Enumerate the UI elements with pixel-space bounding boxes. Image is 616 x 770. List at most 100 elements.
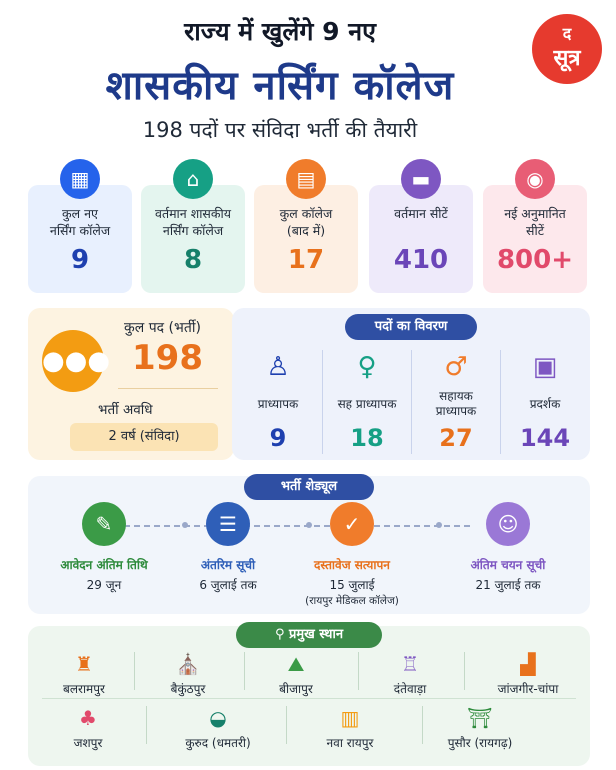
presenter-icon: ▣	[532, 352, 558, 382]
palace-icon: ♖	[401, 652, 419, 676]
recruitment-summary: ●●● कुल पद (भर्ती) 198 भर्ती अवधि 2 वर्ष…	[28, 308, 234, 460]
divider	[146, 706, 147, 744]
post-details: पदों का विवरण ♙ प्राध्यापक 9 ♀ सह प्राध्…	[232, 308, 590, 460]
timeline-dot	[436, 522, 442, 528]
stat-label: कुल कॉलेज (बाद में)	[279, 206, 333, 238]
post-assistant-professor: ♂ सहायक प्राध्यापक 27	[412, 350, 500, 456]
college-building-icon: ▤	[286, 159, 326, 199]
stat-card-new-colleges: ▦ कुल नए नर्सिंग कॉलेज 9	[28, 159, 132, 293]
divider	[286, 706, 287, 744]
stat-value: 8	[183, 245, 203, 275]
total-posts-label: कुल पद (भर्ती)	[124, 320, 201, 336]
duration-label: भर्ती अवधि	[98, 402, 153, 418]
user-check-icon: ☺	[486, 502, 530, 546]
logo-top-text: द	[562, 24, 572, 43]
row-divider	[42, 698, 576, 699]
stat-card-current-colleges: ⌂ वर्तमान शासकीय नर्सिंग कॉलेज 8	[141, 159, 245, 293]
list-icon: ☰	[206, 502, 250, 546]
mortar-pestle-icon: ◒	[209, 706, 227, 730]
headline-subtitle: 198 पदों पर संविदा भर्ती की तैयारी	[142, 118, 418, 142]
stat-value: 800+	[496, 245, 574, 275]
stat-value: 9	[70, 245, 90, 275]
step-title: आवेदन अंतिम तिथि	[60, 558, 148, 572]
stat-card-total-colleges: ▤ कुल कॉलेज (बाद में) 17	[254, 159, 358, 293]
timeline-dot	[182, 522, 188, 528]
step-date: 6 जुलाई तक	[199, 578, 257, 592]
tree-icon: ♣	[79, 706, 97, 730]
brand-logo: द सूत्र	[532, 14, 602, 84]
divider	[118, 388, 218, 389]
divider	[464, 652, 465, 690]
step-title: अंतिम चयन सूची	[470, 558, 546, 572]
post-label: सहायक प्राध्यापक	[435, 389, 477, 418]
stat-value: 410	[393, 245, 449, 275]
divider	[411, 350, 412, 454]
stat-label: वर्तमान शासकीय नर्सिंग कॉलेज	[155, 206, 231, 238]
stat-card-current-seats: ▬ वर्तमान सीटें 410	[369, 159, 473, 293]
location-pin-icon: ⚲	[274, 627, 290, 642]
fort-icon: ♜	[75, 652, 93, 676]
stat-label: नई अनुमानित सीटें	[504, 206, 566, 238]
schedule-title: भर्ती शेड्यूल	[244, 474, 374, 500]
step-date: 21 जुलाई तक	[475, 578, 541, 592]
place-name: नवा रायपुर	[326, 736, 374, 750]
people-group-icon: ●●●	[42, 330, 110, 392]
headline-main: शासकीय नर्सिंग कॉलेज	[105, 63, 455, 109]
stat-label: वर्तमान सीटें	[394, 206, 448, 221]
divider	[422, 706, 423, 744]
recruitment-schedule: भर्ती शेड्यूल ✎ आवेदन अंतिम तिथि 29 जून …	[28, 474, 590, 614]
post-professor: ♙ प्राध्यापक 9	[234, 350, 322, 456]
place-name: जशपुर	[73, 736, 103, 750]
landscape-icon: ⛰	[287, 652, 305, 676]
teacher-man-icon: ♂	[444, 352, 468, 382]
logo-bottom-text: सूत्र	[553, 46, 581, 71]
step-date: 29 जून	[86, 578, 122, 592]
gate-icon: ⛩	[467, 706, 493, 730]
timeline-dot	[306, 522, 312, 528]
timeline-line	[84, 525, 470, 527]
stat-label: कुल नए नर्सिंग कॉलेज	[49, 206, 111, 238]
document-check-icon: ✓	[330, 502, 374, 546]
post-value: 9	[269, 424, 287, 452]
place-name: बीजापुर	[279, 682, 313, 696]
teacher-woman-icon: ♀	[357, 352, 377, 382]
divider	[358, 652, 359, 690]
temple-icon: ⛪	[175, 652, 201, 676]
place-name: बलरामपुर	[63, 682, 105, 696]
place-name: बैकुंठपुर	[170, 682, 206, 696]
duration-value: 2 वर्ष (संविदा)	[70, 423, 218, 451]
step-date: 15 जुलाई	[329, 578, 375, 592]
post-associate-professor: ♀ सह प्राध्यापक 18	[323, 350, 411, 456]
divider	[134, 652, 135, 690]
headline-line1: राज्य में खुलेंगे 9 नए	[184, 17, 376, 46]
place-name: दंतेवाड़ा	[393, 682, 427, 696]
divider	[322, 350, 323, 454]
place-name: कुरुद (धमतरी)	[185, 736, 251, 750]
divider	[244, 652, 245, 690]
key-locations: ⚲ प्रमुख स्थान ♜ बलरामपुर ⛪ बैकुंठपुर ⛰ …	[28, 622, 590, 766]
header: राज्य में खुलेंगे 9 नए शासकीय नर्सिंग कॉ…	[0, 0, 616, 150]
factory-icon: ▟	[520, 652, 536, 676]
lectern-icon: ♙	[266, 352, 290, 382]
post-label: प्राध्यापक	[257, 396, 299, 411]
post-label: सह प्राध्यापक	[337, 396, 397, 411]
government-building-icon: ⌂	[173, 159, 213, 199]
post-value: 27	[439, 424, 473, 452]
locations-title: ⚲ प्रमुख स्थान	[236, 622, 382, 648]
city-icon: ▥	[340, 706, 360, 730]
graduate-icon: ◉	[515, 159, 555, 199]
stat-card-new-seats: ◉ नई अनुमानित सीटें 800+	[483, 159, 587, 293]
total-posts-value: 198	[132, 338, 203, 378]
step-note: (रायपुर मेडिकल कॉलेज)	[305, 595, 399, 607]
divider	[500, 350, 501, 454]
stat-value: 17	[287, 245, 325, 275]
hospital-icon: ▦	[60, 159, 100, 199]
step-title: अंतरिम सूची	[200, 558, 256, 572]
post-value: 144	[519, 424, 571, 452]
post-details-title: पदों का विवरण	[345, 314, 477, 340]
locations-title-text: प्रमुख स्थान	[289, 627, 344, 642]
post-value: 18	[350, 424, 384, 452]
form-icon: ✎	[82, 502, 126, 546]
bed-icon: ▬	[401, 159, 441, 199]
post-label: प्रदर्शक	[529, 396, 561, 411]
